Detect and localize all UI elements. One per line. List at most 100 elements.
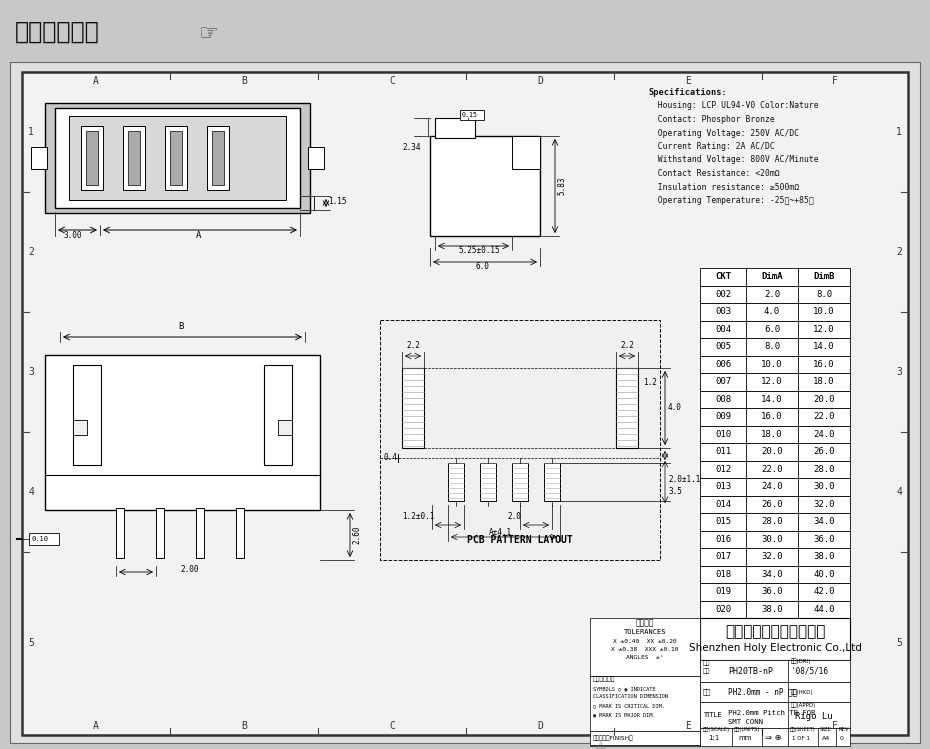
Text: X ±0.40  XX ±0.20: X ±0.40 XX ±0.20 [613,639,677,644]
Text: PCB PATTERN LAYOUT: PCB PATTERN LAYOUT [467,535,573,545]
Text: 14.0: 14.0 [762,395,783,404]
Bar [700,303,850,321]
Text: 4.0: 4.0 [764,307,780,316]
Bar [29,533,59,545]
Text: 张数(SHEET): 张数(SHEET) [790,727,816,732]
Text: PH2.0mm - nP 卧贴: PH2.0mm - nP 卧贴 [728,688,797,697]
Text: ☞: ☞ [198,24,218,44]
Bar [236,508,244,558]
Text: 图号: 图号 [703,668,711,674]
Text: 一般公差: 一般公差 [636,618,654,627]
Bar [460,110,484,120]
Text: Current Rating: 2A AC/DC: Current Rating: 2A AC/DC [648,142,775,151]
Text: 36.0: 36.0 [762,587,783,596]
Text: Contact: Phosphor Bronze: Contact: Phosphor Bronze [648,115,775,124]
Bar [700,618,850,660]
Text: ○ MARK IS CRITICAL DIM.: ○ MARK IS CRITICAL DIM. [593,703,665,708]
Text: 015: 015 [715,518,731,527]
Bar [73,365,101,465]
Text: 012: 012 [715,464,731,474]
Text: 2.60: 2.60 [352,526,361,545]
Bar [123,126,145,190]
Bar [430,136,540,236]
Text: 20.0: 20.0 [762,447,783,456]
Bar [156,508,164,558]
Bar [73,420,87,435]
Text: 22.0: 22.0 [813,412,835,421]
Text: 34.0: 34.0 [762,570,783,579]
Text: Shenzhen Holy Electronic Co.,Ltd: Shenzhen Holy Electronic Co.,Ltd [688,643,861,653]
Bar [81,126,103,190]
Bar [264,365,292,465]
Text: PH2.0mm Pitch TB FOR: PH2.0mm Pitch TB FOR [728,710,816,716]
Bar [700,660,850,682]
Text: D: D [537,76,543,86]
Text: SIZE: SIZE [820,727,831,732]
Text: 10.0: 10.0 [762,360,783,369]
Bar [590,745,700,746]
Text: 比例(SCALE): 比例(SCALE) [703,727,730,732]
Text: DimA: DimA [762,272,783,282]
Text: 在线图纸下载: 在线图纸下载 [15,20,100,44]
Bar [700,408,850,425]
Text: 0.15: 0.15 [462,112,478,118]
Bar [308,147,324,169]
Bar [700,682,850,702]
Bar [435,118,475,138]
Text: 26.0: 26.0 [762,500,783,509]
Bar [700,513,850,530]
Text: 6.0: 6.0 [475,262,489,271]
Text: 28.0: 28.0 [813,464,835,474]
Text: 1:1: 1:1 [708,735,720,741]
Text: 1.15: 1.15 [328,198,347,207]
Text: 2.34: 2.34 [402,144,420,153]
Text: 1 OF 1: 1 OF 1 [792,736,810,741]
Bar [128,131,140,185]
Text: 1.2: 1.2 [643,378,657,387]
Text: 1: 1 [28,127,33,137]
Bar [45,103,310,213]
Text: A±4.1: A±4.1 [489,528,512,537]
Text: 34.0: 34.0 [813,518,835,527]
Text: 0: 0 [840,736,844,741]
Text: 单位(UNITS): 单位(UNITS) [734,727,761,732]
Text: ANGLES  ±°: ANGLES ±° [626,655,664,660]
Text: 24.0: 24.0 [813,430,835,439]
Text: 013: 013 [715,482,731,491]
Text: D: D [537,721,543,731]
Bar [116,508,124,558]
Text: 18.0: 18.0 [813,377,835,386]
Text: '08/5/16: '08/5/16 [791,666,828,675]
Text: A: A [93,76,99,86]
Text: 4: 4 [28,487,33,497]
Bar [700,565,850,583]
Bar [700,390,850,408]
Text: B: B [241,76,247,86]
Text: 20.0: 20.0 [813,395,835,404]
Text: 8.0: 8.0 [816,290,832,299]
Text: CKT: CKT [715,272,731,282]
Text: 14.0: 14.0 [813,342,835,351]
Text: CLASSIFICATION DIMENSION: CLASSIFICATION DIMENSION [593,694,668,699]
Text: 校准(APPD): 校准(APPD) [791,703,817,708]
Text: F: F [832,721,838,731]
Text: 16.0: 16.0 [762,412,783,421]
Text: Operating Voltage: 250V AC/DC: Operating Voltage: 250V AC/DC [648,129,799,138]
Bar [590,731,700,745]
Text: C: C [389,76,395,86]
Text: 3.5: 3.5 [668,488,682,497]
Text: SMT CONN: SMT CONN [728,719,763,725]
Text: 5: 5 [897,638,902,649]
Bar [69,116,286,200]
Bar [700,373,850,390]
Text: 2: 2 [897,247,902,257]
Bar [700,496,850,513]
Text: E: E [685,721,691,731]
Bar [700,583,850,601]
Text: TITLE: TITLE [703,712,722,718]
Bar [22,72,908,735]
Text: 005: 005 [715,342,731,351]
Text: 2.0±1.1: 2.0±1.1 [668,476,700,485]
Text: 12.0: 12.0 [813,325,835,334]
Text: Rigo Lu: Rigo Lu [795,712,832,721]
